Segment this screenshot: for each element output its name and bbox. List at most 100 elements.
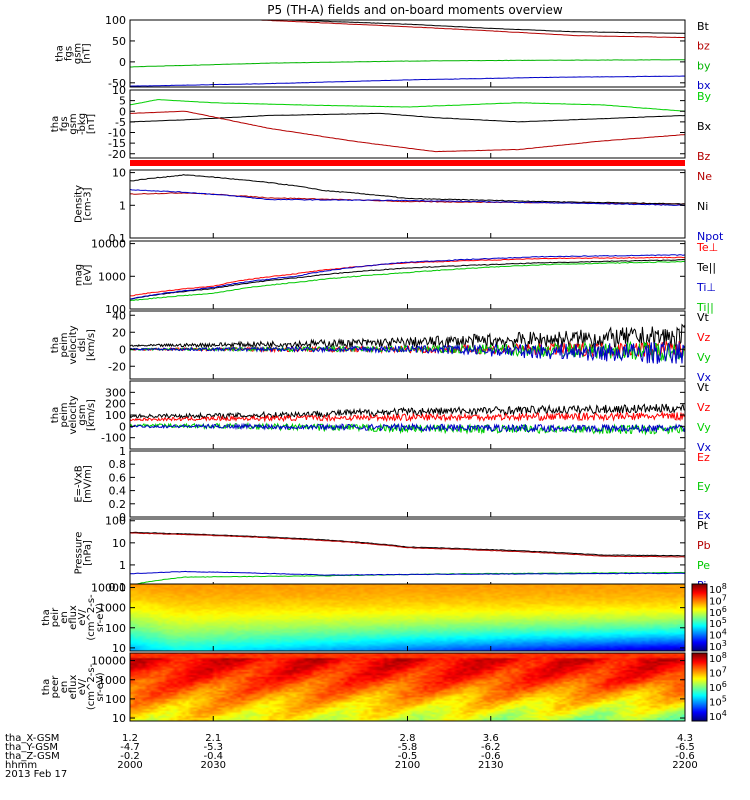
series-line-Bx [130, 112, 685, 123]
spectrogram-peer-en-eflux [130, 653, 685, 721]
series-line-Pt [130, 531, 685, 557]
series-line-Pi [130, 570, 685, 576]
series-line-By [130, 99, 685, 112]
y-axis-label: velocity [68, 395, 79, 434]
y-axis-label: peir [50, 607, 61, 627]
x-tick-value: 2000 [117, 760, 142, 771]
y-tick-label: 1 [119, 445, 126, 458]
y-tick-label: 0.1 [109, 581, 127, 594]
y-tick-label: 0 [119, 343, 126, 356]
y-tick-label: 1000 [98, 602, 126, 615]
colorbar-tick: 106 [709, 680, 727, 694]
y-axis-label: (cm^2-s- [86, 663, 97, 710]
x-tick-value: 3.6 [483, 733, 499, 744]
y-tick-label: 1000 [98, 270, 126, 283]
y-tick-label: 100 [105, 693, 126, 706]
y-tick-label: 100 [105, 14, 126, 27]
legend-Ex: Ex [697, 509, 711, 522]
legend-Bx: Bx [697, 120, 712, 133]
y-tick-label: 100 [105, 622, 126, 635]
y-tick-label: 100 [105, 303, 126, 316]
y-axis-label: -bkg [77, 113, 88, 135]
y-tick-label: 0.2 [109, 498, 127, 511]
y-tick-label: 0.6 [109, 471, 127, 484]
y-tick-label: -10 [108, 127, 126, 140]
legend-Ez: Ez [697, 451, 710, 464]
y-axis-label: E=-VxB [74, 465, 85, 502]
legend-bz: bz [697, 40, 710, 53]
y-axis-label: Density [74, 185, 85, 223]
y-axis-label: tha [50, 407, 61, 423]
x-tick-value: 1.2 [122, 733, 138, 744]
y-tick-label: -15 [108, 137, 126, 150]
y-tick-label: 50 [112, 35, 126, 48]
legend-Ti⊥: Ti⊥ [696, 281, 716, 294]
y-axis-label: fgs [64, 46, 75, 61]
y-tick-label: 0.4 [109, 485, 127, 498]
panel-density: Ne Ni Npot 10 1 0.1 Density[cm-3] [74, 167, 724, 245]
y-axis-label: eV/ [77, 609, 88, 626]
y-axis-label: [nT] [86, 114, 97, 134]
series-line-Te|| [130, 258, 685, 300]
colorbar-peir-en-eflux [692, 584, 707, 651]
colorbar-peer-en-eflux [692, 653, 707, 721]
y-axis-label: gsm [77, 404, 88, 425]
series-line-Pb [130, 532, 685, 558]
y-axis-label: (cm^2-s- [86, 594, 97, 641]
series-line-Bz [130, 110, 685, 153]
y-axis-label: gsm [68, 113, 79, 134]
y-tick-label: 1 [119, 559, 126, 572]
y-axis-label: tha [50, 116, 61, 132]
series-line-bx [130, 75, 685, 87]
y-tick-label: 10 [112, 167, 126, 180]
series-line-Ti|| [130, 260, 685, 302]
y-tick-label: -5 [115, 116, 126, 129]
x-row-label: tha_X-GSM [5, 733, 59, 744]
y-tick-label: 200 [105, 398, 126, 411]
legend-Bz: Bz [697, 150, 711, 163]
legend-Bt: Bt [697, 20, 710, 33]
y-axis-label: tha [41, 679, 52, 695]
x-tick-value: 2.8 [400, 733, 416, 744]
y-axis-label: en [59, 681, 70, 694]
legend-Te||: Te|| [696, 261, 716, 274]
y-tick-label: 10 [112, 712, 126, 725]
y-axis-label: gsm [73, 43, 84, 64]
x-tick-value: 2130 [478, 760, 503, 771]
series-line-Ti⊥ [130, 254, 685, 300]
y-tick-label: 0.1 [109, 232, 127, 245]
legend-Vx: Vx [697, 371, 712, 384]
series-line-by [130, 59, 685, 68]
x-tick-value: 2100 [395, 760, 420, 771]
y-tick-label: 10000 [91, 238, 126, 251]
y-axis-label: tha [55, 45, 66, 61]
x-row-label: tha_Y-GSM [5, 742, 58, 753]
legend-Vy: Vy [697, 421, 711, 434]
y-axis-label: peim [59, 402, 70, 427]
y-axis-label: fgs [59, 116, 70, 131]
legend-Vy: Vy [697, 351, 711, 364]
y-axis-label: en [59, 611, 70, 624]
x-tick-value: 2.1 [205, 733, 221, 744]
x-tick-value: -6.2 [481, 742, 501, 753]
y-axis-label: sr-eV) [95, 603, 106, 632]
legend-By: By [697, 90, 712, 103]
y-tick-label: -20 [108, 148, 126, 161]
legend-Pt: Pt [697, 519, 709, 532]
y-axis-label: tha [50, 337, 61, 353]
colorbar-tick: 108 [709, 651, 727, 665]
colorbar-tick: 104 [709, 709, 727, 723]
y-tick-label: 300 [105, 386, 126, 399]
series-line-Bt [274, 20, 685, 34]
y-axis-label: peim [59, 332, 70, 357]
x-row-label: hhmm [5, 760, 37, 771]
x-row-label: tha_Z-GSM [5, 751, 60, 762]
x-tick-value: -5.8 [398, 742, 418, 753]
y-tick-label: 1000 [98, 674, 126, 687]
legend-Ne: Ne [697, 170, 712, 183]
legend-Vx: Vx [697, 441, 712, 454]
